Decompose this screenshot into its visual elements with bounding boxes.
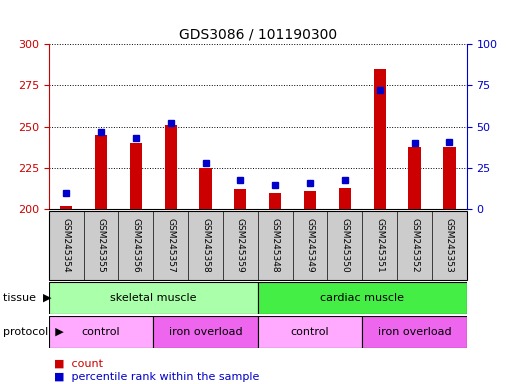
Bar	[362, 316, 467, 348]
Bar	[153, 316, 258, 348]
Bar	[269, 193, 281, 209]
Text: ■  count: ■ count	[54, 359, 103, 369]
Bar	[339, 188, 351, 209]
Text: tissue  ▶: tissue ▶	[3, 293, 51, 303]
Text: GSM245350: GSM245350	[341, 218, 349, 273]
Bar	[200, 168, 212, 209]
Text: ■  percentile rank within the sample: ■ percentile rank within the sample	[54, 372, 259, 382]
Bar	[304, 191, 316, 209]
Bar	[258, 316, 362, 348]
Text: GSM245358: GSM245358	[201, 218, 210, 273]
Text: skeletal muscle: skeletal muscle	[110, 293, 196, 303]
Text: GSM245359: GSM245359	[236, 218, 245, 273]
Bar	[234, 189, 246, 209]
Bar	[165, 125, 177, 209]
Title: GDS3086 / 101190300: GDS3086 / 101190300	[179, 28, 337, 41]
Bar	[443, 147, 456, 209]
Text: GSM245348: GSM245348	[271, 218, 280, 273]
Bar	[373, 69, 386, 209]
Text: GSM245353: GSM245353	[445, 218, 454, 273]
Bar	[49, 316, 153, 348]
Text: GSM245356: GSM245356	[131, 218, 141, 273]
Text: GSM245349: GSM245349	[306, 218, 314, 273]
Bar	[130, 143, 142, 209]
Bar	[49, 282, 258, 314]
Text: GSM245355: GSM245355	[96, 218, 106, 273]
Text: protocol  ▶: protocol ▶	[3, 327, 63, 337]
Text: GSM245351: GSM245351	[375, 218, 384, 273]
Text: control: control	[291, 327, 329, 337]
Text: iron overload: iron overload	[169, 327, 242, 337]
Text: GSM245357: GSM245357	[166, 218, 175, 273]
Text: iron overload: iron overload	[378, 327, 451, 337]
Bar	[95, 135, 107, 209]
Text: cardiac muscle: cardiac muscle	[320, 293, 404, 303]
Text: GSM245354: GSM245354	[62, 218, 71, 273]
Bar	[408, 147, 421, 209]
Bar	[60, 206, 72, 209]
Text: control: control	[82, 327, 121, 337]
Bar	[258, 282, 467, 314]
Text: GSM245352: GSM245352	[410, 218, 419, 273]
